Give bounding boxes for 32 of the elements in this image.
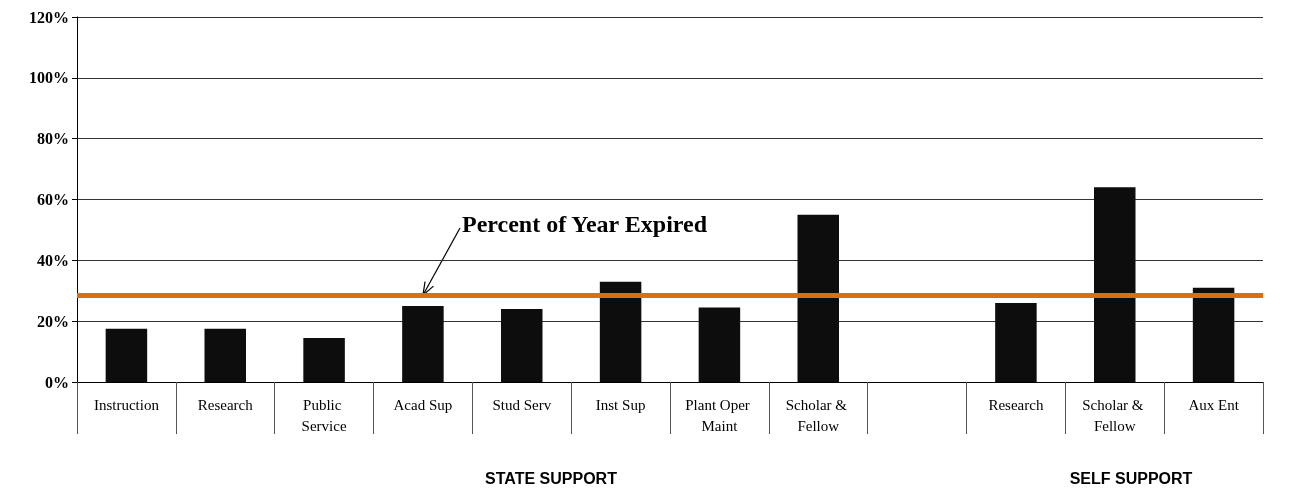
x-tick-label: Instruction <box>93 396 160 413</box>
bar <box>1093 187 1136 382</box>
bar <box>204 328 247 382</box>
x-tick-label: Aux Ent <box>1188 396 1240 413</box>
x-tick-label: Scholar & Fellow <box>785 396 851 434</box>
bar <box>1192 287 1235 382</box>
x-tick-label: Acad Sup <box>393 396 453 413</box>
y-tick-label: 0% <box>45 373 69 391</box>
bar <box>501 309 543 382</box>
x-tick-label: Research <box>988 396 1044 413</box>
text: SELF SUPPORT <box>1069 469 1193 487</box>
text: STATE SUPPORT <box>485 469 618 487</box>
x-tick-label: Plant Oper Maint <box>685 396 754 434</box>
y-tick-label: 100% <box>29 69 69 87</box>
x-tick-label: Stud Serv <box>492 396 552 413</box>
x-tick-label: Inst Sup <box>595 396 646 413</box>
ref-line-label: Percent of Year Expired <box>462 211 708 237</box>
bar <box>599 281 642 382</box>
y-tick-label: 120% <box>29 8 69 26</box>
bar <box>303 337 345 382</box>
x-tick-label: Research <box>197 396 254 413</box>
bar <box>402 305 444 382</box>
bar <box>797 214 840 382</box>
y-tick-label: 80% <box>37 130 69 148</box>
y-tick-label: 60% <box>37 191 69 208</box>
y-tick-label: 20% <box>37 312 69 330</box>
bar <box>995 302 1037 382</box>
y-tick-label: 40% <box>37 251 69 269</box>
x-tick-label: Public Service <box>301 396 347 434</box>
x-tick-label: Scholar & Fellow <box>1082 396 1148 434</box>
bar <box>105 328 148 382</box>
bar <box>698 307 741 382</box>
